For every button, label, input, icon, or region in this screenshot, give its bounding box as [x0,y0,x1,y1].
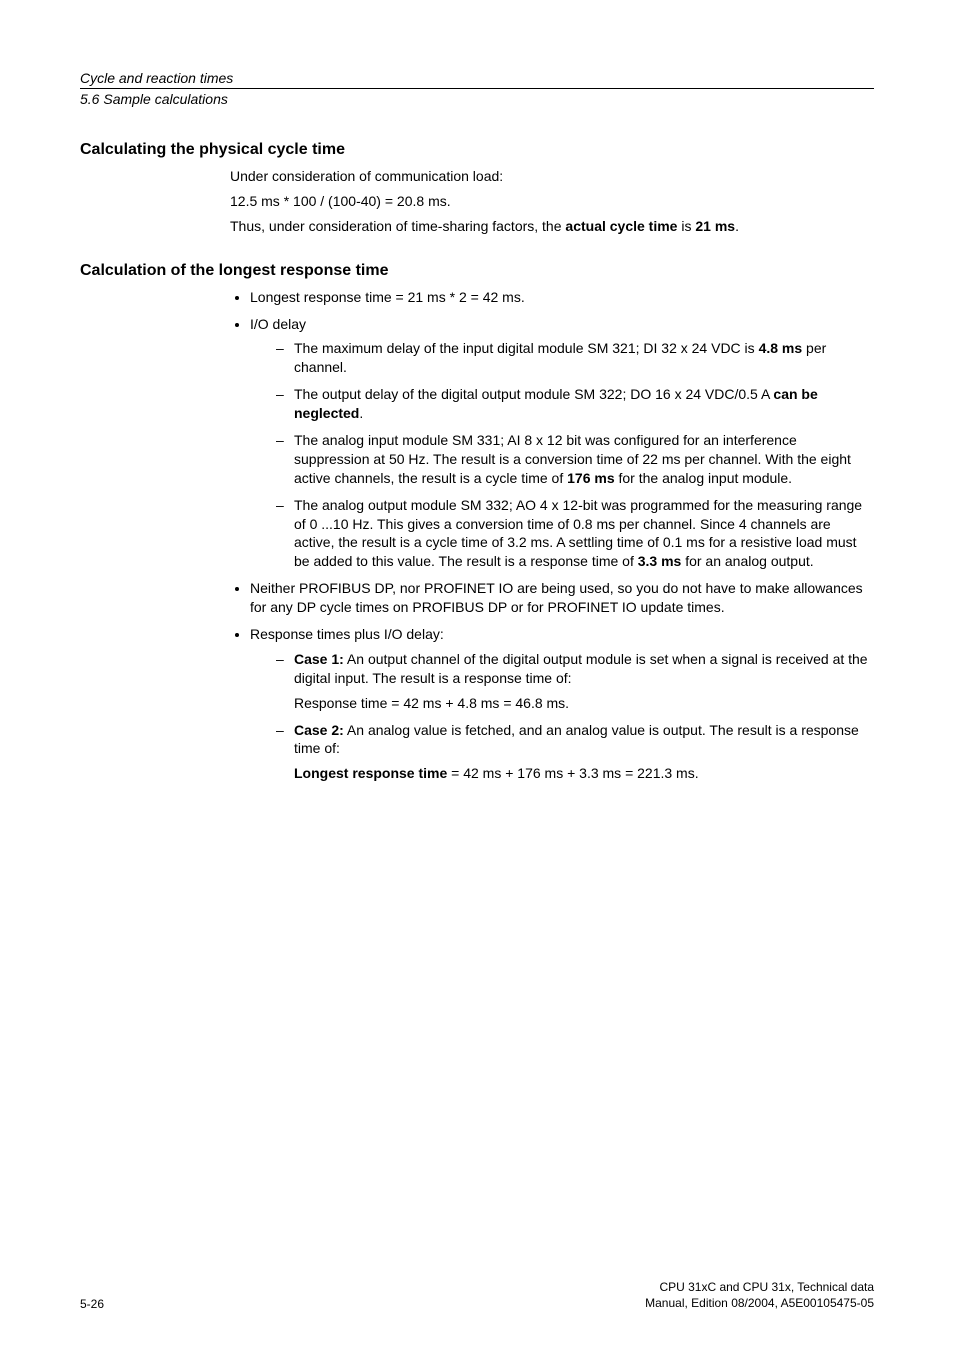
text: for the analog input module. [615,470,792,486]
dash-icon: – [276,431,294,488]
page-number: 5-26 [80,1297,104,1311]
bold-text: Case 2: [294,722,344,738]
text: The analog input module SM 331; AI 8 x 1… [294,431,874,488]
sub-list: – The maximum delay of the input digital… [250,339,874,571]
running-header: Cycle and reaction times 5.6 Sample calc… [80,70,874,107]
sub-list-item: – Case 2: An analog value is fetched, an… [276,721,874,784]
footer-line: Manual, Edition 08/2004, A5E00105475-05 [645,1295,874,1311]
page: Cycle and reaction times 5.6 Sample calc… [0,0,954,1351]
bold-text: Longest response time [294,765,447,781]
paragraph: 12.5 ms * 100 / (100-40) = 20.8 ms. [230,192,874,211]
paragraph: Response time = 42 ms + 4.8 ms = 46.8 ms… [294,694,874,713]
bold-text: 3.3 ms [638,553,682,569]
bold-text: 176 ms [567,470,614,486]
list-item: Longest response time = 21 ms * 2 = 42 m… [250,288,874,307]
text: The maximum delay of the input digital m… [294,340,759,356]
text: The output delay of the digital output m… [294,385,874,423]
dash-icon: – [276,650,294,713]
sub-list-item: – The maximum delay of the input digital… [276,339,874,377]
sub-list: – Case 1: An output channel of the digit… [250,650,874,783]
text: is [677,218,695,234]
text: An output channel of the digital output … [294,651,868,686]
text: for an analog output. [681,553,813,569]
paragraph: Longest response time = 42 ms + 176 ms +… [294,764,874,783]
paragraph: Under consideration of communication loa… [230,167,874,186]
text: An analog value is fetched, and an analo… [294,722,859,757]
dash-icon: – [276,496,294,572]
text: Case 2: An analog value is fetched, and … [294,721,874,784]
list-item: Neither PROFIBUS DP, nor PROFINET IO are… [250,579,874,617]
sub-list-item: – The analog output module SM 332; AO 4 … [276,496,874,572]
header-chapter: Cycle and reaction times [80,70,874,88]
text: Thus, under consideration of time-sharin… [230,218,565,234]
sub-list-item: – The analog input module SM 331; AI 8 x… [276,431,874,488]
text: Neither PROFIBUS DP, nor PROFINET IO are… [250,580,863,615]
section-heading-1: Calculating the physical cycle time [80,141,874,159]
text: Longest response time = 21 ms * 2 = 42 m… [250,289,525,305]
dash-icon: – [276,385,294,423]
header-section: 5.6 Sample calculations [80,89,874,107]
sub-list-item: – Case 1: An output channel of the digit… [276,650,874,713]
text: Response times plus I/O delay: [250,626,444,642]
bold-text: actual cycle time [565,218,677,234]
list-item: I/O delay – The maximum delay of the inp… [250,315,874,572]
page-footer: 5-26 CPU 31xC and CPU 31x, Technical dat… [80,1279,874,1311]
bold-text: 21 ms [695,218,735,234]
paragraph: Thus, under consideration of time-sharin… [230,217,874,236]
text: The analog output module SM 332; AO 4 x … [294,496,874,572]
section-heading-2: Calculation of the longest response time [80,262,874,280]
text: The output delay of the digital output m… [294,386,773,402]
footer-right: CPU 31xC and CPU 31x, Technical data Man… [645,1279,874,1311]
bullet-list: Longest response time = 21 ms * 2 = 42 m… [230,288,874,784]
section-1-body: Under consideration of communication loa… [230,167,874,236]
text: . [359,405,363,421]
text: Case 1: An output channel of the digital… [294,650,874,713]
text: . [735,218,739,234]
list-item: Response times plus I/O delay: – Case 1:… [250,625,874,783]
dash-icon: – [276,721,294,784]
section-2-body: Longest response time = 21 ms * 2 = 42 m… [230,288,874,784]
text: The maximum delay of the input digital m… [294,339,874,377]
sub-list-item: – The output delay of the digital output… [276,385,874,423]
footer-line: CPU 31xC and CPU 31x, Technical data [645,1279,874,1295]
text: I/O delay [250,316,306,332]
bold-text: Case 1: [294,651,344,667]
bold-text: 4.8 ms [759,340,803,356]
text: = 42 ms + 176 ms + 3.3 ms = 221.3 ms. [447,765,698,781]
dash-icon: – [276,339,294,377]
